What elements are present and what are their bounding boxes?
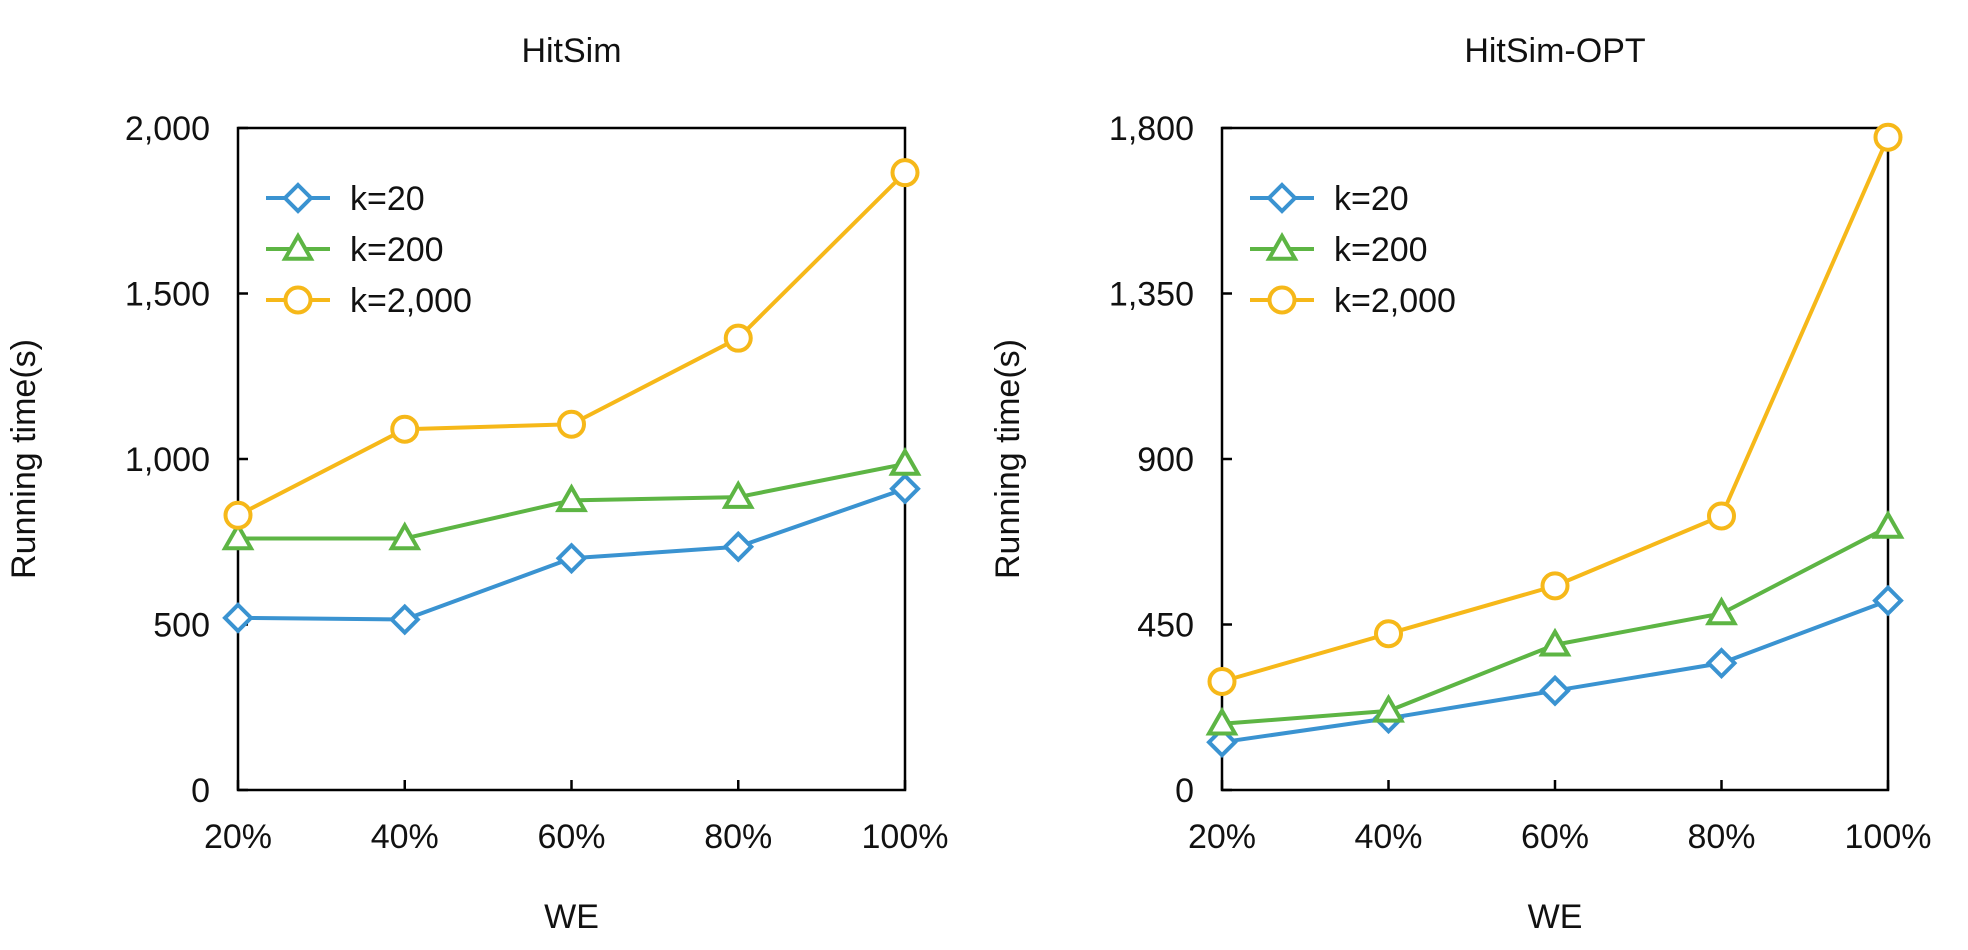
data-point [222,602,254,634]
chart-panel-hitsim: HitSim WE Running time(s) 0 500 1,000 1,500… [5,32,948,936]
x-tick-label: 100% [862,818,949,856]
plot-frame [236,126,907,792]
data-point [1206,726,1238,759]
data-point [390,414,420,444]
data-point [1374,619,1403,649]
x-tick-label: 20% [204,818,272,856]
x-axis-label: WE [544,898,599,936]
y-tick-label: 500 [153,607,210,645]
legend-marker-triangle [281,231,315,261]
data-point [555,483,588,513]
series-triangle [221,446,922,551]
data-point [388,603,421,636]
series-line [237,171,907,518]
data-point [221,521,255,551]
chart-panel-hitsim-opt: HitSim-OPT WE Running time(s) 0 450 900 1,3… [989,32,1931,936]
data-point [388,521,422,551]
data-point [889,472,921,505]
chart-title: HitSim [521,32,621,70]
data-point [721,480,755,509]
legend-marker-circle [283,285,313,315]
y-tick-label: 0 [1175,772,1194,810]
y-tick-label: 2,000 [125,110,210,148]
x-tick-label: 60% [1521,818,1589,856]
data-point [555,542,588,575]
series-triangle [1205,510,1905,736]
legend-marker-diamond [282,182,314,214]
data-point [1539,674,1571,707]
y-tick-label: 450 [1137,607,1194,645]
data-point [722,530,755,563]
data-point [890,158,920,188]
data-point [1705,647,1738,679]
series-line [1221,598,1889,745]
y-tick-label: 1,800 [1109,110,1194,148]
data-point [723,323,753,353]
x-tick-label: 60% [537,818,605,856]
data-point [1707,501,1736,531]
legend-marker-circle [1267,285,1297,315]
legend: k=20 k=200 k=2,000 [1250,180,1456,320]
series-diamond [222,472,921,636]
chart-title: HitSim-OPT [1464,32,1645,70]
legend-label: k=2,000 [350,282,472,320]
x-tick-label: 80% [1687,818,1755,856]
legend-label: k=200 [350,231,444,269]
x-axis-label: WE [1528,898,1583,936]
x-tick-label: 80% [704,818,772,856]
y-tick-label: 1,000 [125,441,210,479]
y-tick-label: 1,350 [1109,276,1194,314]
x-tick-label: 100% [1845,818,1932,856]
y-tick-label: 900 [1137,441,1194,479]
y-axis-label: Running time(s) [5,339,43,579]
data-point [888,446,922,476]
legend-label: k=20 [1334,180,1409,218]
x-tick-label: 40% [1354,818,1422,856]
data-point [1872,584,1904,617]
data-point [1705,596,1738,626]
data-point [1207,667,1237,697]
series-diamond [1206,584,1904,759]
data-point [1372,693,1405,723]
data-point [223,500,253,530]
x-tick-label: 40% [371,818,439,856]
legend-label: k=200 [1334,231,1428,269]
series-circle [223,158,920,530]
y-tick-label: 0 [191,772,210,810]
y-axis-label: Running time(s) [989,339,1027,579]
legend: k=20 k=200 k=2,000 [266,180,472,320]
y-tick-label: 1,500 [125,276,210,314]
series-circle [1207,122,1903,697]
data-point [1873,122,1903,152]
legend-marker-triangle [1265,231,1299,261]
legend-marker-diamond [1266,182,1298,214]
x-tick-label: 20% [1188,818,1256,856]
data-point [1538,627,1572,657]
legend-label: k=20 [350,180,425,218]
data-point [1205,706,1239,736]
legend-label: k=2,000 [1334,282,1456,320]
data-point [1871,510,1905,539]
data-point [557,409,586,439]
data-point [1540,571,1570,601]
